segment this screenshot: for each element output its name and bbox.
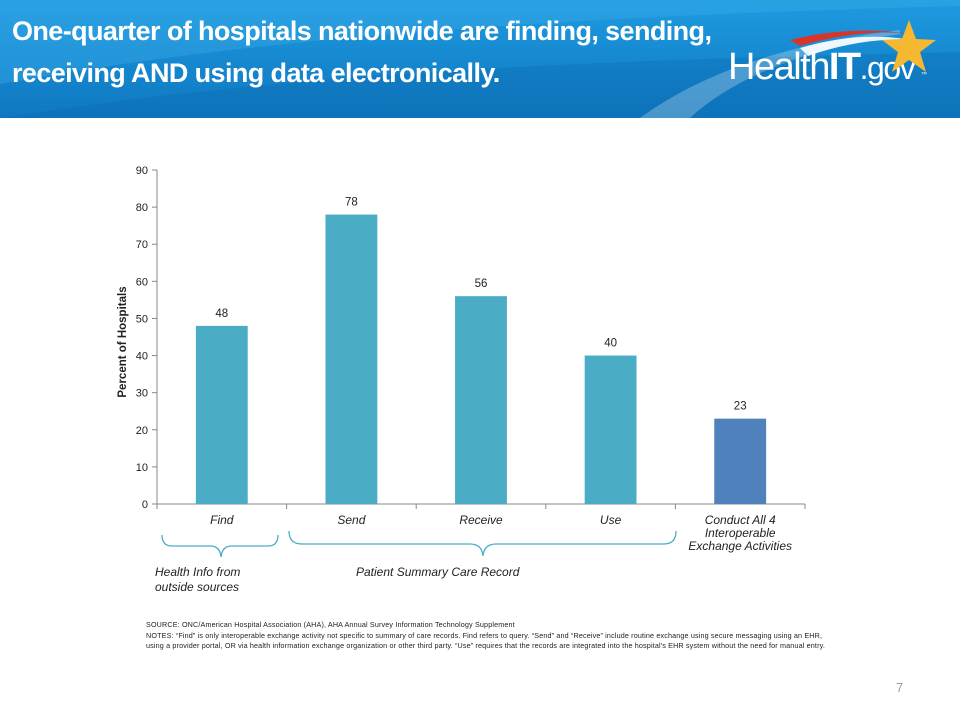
star-icon bbox=[882, 20, 936, 72]
y-axis-label: Percent of Hospitals bbox=[117, 286, 129, 397]
x-category-label: Interoperable bbox=[705, 526, 776, 540]
y-tick-label: 70 bbox=[136, 239, 148, 251]
y-tick-label: 40 bbox=[136, 351, 148, 363]
group-label-health-info: Health Info from outside sources bbox=[155, 565, 285, 595]
y-tick-label: 20 bbox=[136, 425, 148, 437]
bar bbox=[195, 325, 248, 504]
brace-health-info bbox=[161, 534, 279, 558]
group-label-health-info-line-2: outside sources bbox=[155, 580, 240, 594]
logo-it-text: IT bbox=[828, 46, 861, 88]
data-label: 48 bbox=[215, 308, 228, 320]
page-number: 7 bbox=[896, 680, 904, 695]
slide-header: One-quarter of hospitals nationwide are … bbox=[0, 0, 960, 118]
bars bbox=[195, 214, 767, 505]
y-tick-label: 60 bbox=[136, 276, 148, 288]
y-tick-label: 0 bbox=[142, 499, 148, 511]
y-axis: 0 10 20 30 40 50 60 70 80 90 Percent of Hospitals bbox=[117, 165, 158, 511]
brace-patient-summary bbox=[288, 530, 677, 557]
header-swoosh-graphic bbox=[0, 0, 960, 118]
data-label: 78 bbox=[345, 197, 358, 209]
source-text: SOURCE: ONC/American Hospital Associatio… bbox=[146, 620, 515, 629]
source-notes: SOURCE: ONC/American Hospital Associatio… bbox=[146, 620, 826, 652]
x-category-label: Conduct All 4 bbox=[705, 513, 776, 527]
logo-health-text: Health bbox=[728, 46, 830, 88]
x-axis: Find Send Receive Use Conduct All 4Interoper… bbox=[156, 503, 806, 553]
y-tick-label: 80 bbox=[136, 202, 148, 214]
notes-text: NOTES: “Find” is only interoperable exch… bbox=[146, 630, 825, 651]
y-tick-label: 30 bbox=[136, 388, 148, 400]
bar bbox=[455, 296, 507, 504]
x-category-label: Send bbox=[337, 513, 365, 527]
group-label-patient-summary: Patient Summary Care Record bbox=[356, 565, 616, 580]
slide-title-line-1: One-quarter of hospitals nationwide are … bbox=[12, 16, 712, 46]
y-tick-label: 10 bbox=[136, 462, 148, 474]
logo-trademark: ™ bbox=[921, 72, 927, 78]
group-label-patient-summary-text: Patient Summary Care Record bbox=[356, 565, 520, 579]
x-category-label: Find bbox=[210, 513, 234, 527]
bar bbox=[584, 355, 637, 504]
y-tick-label: 90 bbox=[136, 165, 148, 177]
data-label: 40 bbox=[604, 338, 617, 350]
slide-title: One-quarter of hospitals nationwide are … bbox=[12, 10, 832, 94]
x-category-label: Receive bbox=[459, 513, 503, 527]
y-tick-label: 50 bbox=[136, 313, 148, 325]
x-category-label: Exchange Activities bbox=[688, 539, 792, 553]
group-label-health-info-line-1: Health Info from bbox=[155, 565, 241, 579]
bar bbox=[325, 214, 378, 505]
data-labels: 48 78 56 40 23 bbox=[215, 197, 746, 413]
bar bbox=[714, 418, 767, 504]
data-label: 23 bbox=[734, 401, 747, 413]
healthit-logo: HealthIT.gov bbox=[728, 44, 916, 91]
data-label: 56 bbox=[475, 278, 488, 290]
group-braces bbox=[161, 530, 677, 558]
x-category-label: Use bbox=[600, 513, 622, 527]
slide-title-line-2: receiving AND using data electronically. bbox=[12, 58, 500, 88]
